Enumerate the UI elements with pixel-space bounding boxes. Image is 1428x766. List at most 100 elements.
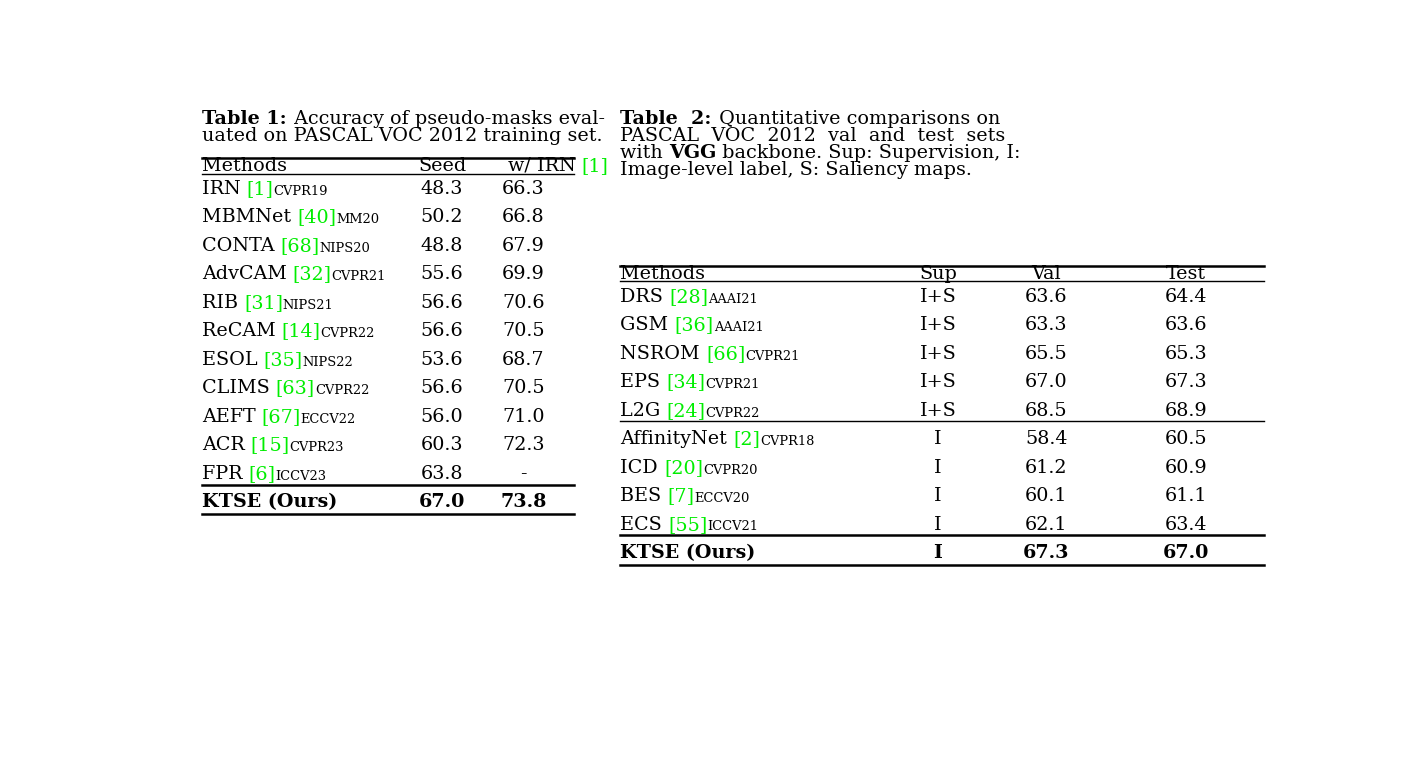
Text: 65.5: 65.5 bbox=[1025, 345, 1068, 363]
Text: 63.4: 63.4 bbox=[1165, 516, 1207, 534]
Text: IRN: IRN bbox=[201, 180, 247, 198]
Text: 67.3: 67.3 bbox=[1024, 544, 1070, 562]
Text: I+S: I+S bbox=[920, 345, 957, 363]
Text: 58.4: 58.4 bbox=[1025, 430, 1068, 448]
Text: [55]: [55] bbox=[668, 516, 707, 534]
Text: KTSE (Ours): KTSE (Ours) bbox=[201, 493, 337, 512]
Text: 53.6: 53.6 bbox=[421, 351, 463, 369]
Text: CVPR22: CVPR22 bbox=[314, 385, 368, 398]
Text: I+S: I+S bbox=[920, 373, 957, 391]
Text: L2G: L2G bbox=[620, 401, 667, 420]
Text: ECS: ECS bbox=[620, 516, 668, 534]
Text: 70.5: 70.5 bbox=[503, 322, 544, 340]
Text: 66.3: 66.3 bbox=[503, 180, 544, 198]
Text: Table 1:: Table 1: bbox=[201, 110, 287, 129]
Text: CONTA: CONTA bbox=[201, 237, 280, 255]
Text: 50.2: 50.2 bbox=[421, 208, 463, 227]
Text: 68.7: 68.7 bbox=[503, 351, 544, 369]
Text: 48.3: 48.3 bbox=[421, 180, 463, 198]
Text: 63.8: 63.8 bbox=[421, 465, 463, 483]
Text: Methods: Methods bbox=[201, 157, 287, 175]
Text: 67.3: 67.3 bbox=[1165, 373, 1207, 391]
Text: Image-level label, S: Saliency maps.: Image-level label, S: Saliency maps. bbox=[620, 161, 972, 179]
Text: CLIMS: CLIMS bbox=[201, 379, 276, 398]
Text: [32]: [32] bbox=[293, 265, 331, 283]
Text: PASCAL  VOC  2012  val  and  test  sets: PASCAL VOC 2012 val and test sets bbox=[620, 127, 1005, 146]
Text: [31]: [31] bbox=[244, 294, 283, 312]
Text: 67.9: 67.9 bbox=[503, 237, 544, 255]
Text: 70.5: 70.5 bbox=[503, 379, 544, 398]
Text: NIPS21: NIPS21 bbox=[283, 299, 334, 312]
Text: CVPR21: CVPR21 bbox=[745, 349, 800, 362]
Text: I+S: I+S bbox=[920, 316, 957, 334]
Text: I: I bbox=[934, 516, 942, 534]
Text: I: I bbox=[934, 544, 942, 562]
Text: CVPR20: CVPR20 bbox=[703, 463, 757, 476]
Text: MBMNet: MBMNet bbox=[201, 208, 297, 227]
Text: Val: Val bbox=[1031, 264, 1061, 283]
Text: CVPR23: CVPR23 bbox=[290, 441, 344, 454]
Text: [1]: [1] bbox=[247, 180, 274, 198]
Text: GSM: GSM bbox=[620, 316, 674, 334]
Text: Sup: Sup bbox=[920, 264, 957, 283]
Text: 48.8: 48.8 bbox=[421, 237, 463, 255]
Text: 67.0: 67.0 bbox=[1025, 373, 1068, 391]
Text: [68]: [68] bbox=[280, 237, 320, 255]
Text: AAAI21: AAAI21 bbox=[714, 321, 764, 334]
Text: AEFT: AEFT bbox=[201, 408, 261, 426]
Text: 72.3: 72.3 bbox=[503, 437, 544, 454]
Text: 68.9: 68.9 bbox=[1165, 401, 1207, 420]
Text: 60.5: 60.5 bbox=[1165, 430, 1207, 448]
Text: ECCV22: ECCV22 bbox=[301, 413, 356, 426]
Text: w/ IRN: w/ IRN bbox=[508, 157, 581, 175]
Text: 60.3: 60.3 bbox=[421, 437, 463, 454]
Text: NIPS22: NIPS22 bbox=[303, 355, 353, 368]
Text: Methods: Methods bbox=[620, 264, 705, 283]
Text: backbone. Sup: Supervision, I:: backbone. Sup: Supervision, I: bbox=[717, 144, 1021, 162]
Text: ICCV21: ICCV21 bbox=[707, 521, 758, 533]
Text: AffinityNet: AffinityNet bbox=[620, 430, 733, 448]
Text: MM20: MM20 bbox=[336, 213, 378, 226]
Text: Test: Test bbox=[1165, 264, 1207, 283]
Text: 66.8: 66.8 bbox=[503, 208, 544, 227]
Text: 67.0: 67.0 bbox=[1162, 544, 1210, 562]
Text: I: I bbox=[934, 430, 942, 448]
Text: 73.8: 73.8 bbox=[500, 493, 547, 512]
Text: CVPR22: CVPR22 bbox=[321, 327, 376, 340]
Text: BES: BES bbox=[620, 487, 667, 505]
Text: NIPS20: NIPS20 bbox=[320, 242, 370, 255]
Text: ECCV20: ECCV20 bbox=[694, 492, 750, 505]
Text: KTSE (Ours): KTSE (Ours) bbox=[620, 544, 755, 562]
Text: 63.3: 63.3 bbox=[1025, 316, 1068, 334]
Text: CVPR19: CVPR19 bbox=[274, 185, 328, 198]
Text: [24]: [24] bbox=[667, 401, 705, 420]
Text: 63.6: 63.6 bbox=[1165, 316, 1207, 334]
Text: Table  2:: Table 2: bbox=[620, 110, 711, 129]
Text: 63.6: 63.6 bbox=[1025, 288, 1068, 306]
Text: AAAI21: AAAI21 bbox=[708, 293, 758, 306]
Text: [6]: [6] bbox=[248, 465, 276, 483]
Text: ICD: ICD bbox=[620, 459, 664, 476]
Text: 62.1: 62.1 bbox=[1025, 516, 1068, 534]
Text: [34]: [34] bbox=[667, 373, 705, 391]
Text: 60.1: 60.1 bbox=[1025, 487, 1068, 505]
Text: 67.0: 67.0 bbox=[418, 493, 466, 512]
Text: CVPR21: CVPR21 bbox=[331, 270, 386, 283]
Text: 56.0: 56.0 bbox=[421, 408, 463, 426]
Text: 56.6: 56.6 bbox=[421, 294, 463, 312]
Text: 60.9: 60.9 bbox=[1165, 459, 1207, 476]
Text: CVPR21: CVPR21 bbox=[705, 378, 760, 391]
Text: ICCV23: ICCV23 bbox=[276, 470, 327, 483]
Text: [15]: [15] bbox=[251, 437, 290, 454]
Text: [2]: [2] bbox=[733, 430, 760, 448]
Text: ESOL: ESOL bbox=[201, 351, 264, 369]
Text: [66]: [66] bbox=[705, 345, 745, 363]
Text: RIB: RIB bbox=[201, 294, 244, 312]
Text: Seed: Seed bbox=[418, 157, 466, 175]
Text: I: I bbox=[934, 487, 942, 505]
Text: [35]: [35] bbox=[264, 351, 303, 369]
Text: CVPR22: CVPR22 bbox=[705, 407, 760, 420]
Text: [63]: [63] bbox=[276, 379, 314, 398]
Text: I+S: I+S bbox=[920, 288, 957, 306]
Text: [40]: [40] bbox=[297, 208, 336, 227]
